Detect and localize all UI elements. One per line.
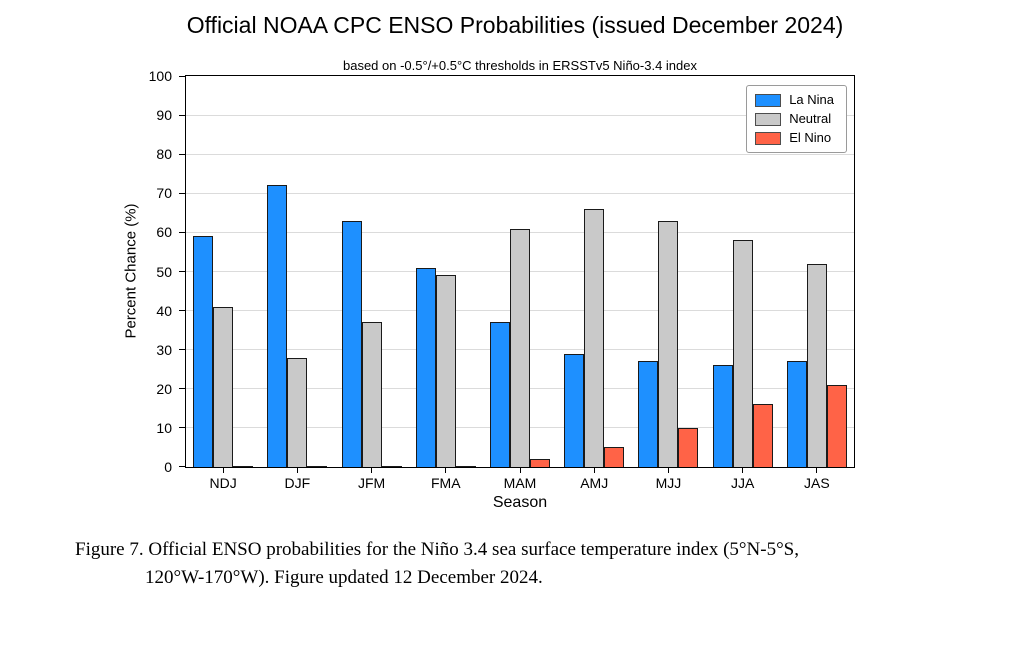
- bar-el-nino-jas: [826, 384, 847, 467]
- legend-item-la-nina: La Nina: [755, 93, 834, 107]
- x-axis-label: Season: [492, 494, 548, 511]
- x-tick-labels: NDJ DJF JFM FMA MAM AMJ MJJ JJA JAS: [186, 475, 854, 493]
- y-tick-mark-30: [179, 349, 185, 351]
- x-tick-label-jfm: JFM: [357, 475, 386, 491]
- bar-neutral-amj: [584, 208, 605, 467]
- y-tick-labels: 0 10 20 30 40 50 60 70 80 90 100: [0, 68, 178, 475]
- caption-line-1: Figure 7. Official ENSO probabilities fo…: [75, 539, 799, 560]
- y-tick-mark-70: [179, 192, 185, 194]
- bar-la-nina-amj: [564, 353, 585, 467]
- y-tick-label-40: 40: [156, 302, 172, 319]
- bar-neutral-fma: [435, 275, 456, 467]
- x-tick-label-mam: MAM: [503, 475, 537, 491]
- y-tick-mark-60: [179, 231, 185, 233]
- bar-el-nino-jfm: [381, 465, 402, 467]
- x-tick-mark-jas: [816, 468, 818, 473]
- x-tick-label-amj: AMJ: [580, 475, 609, 491]
- bar-la-nina-mam: [490, 322, 510, 467]
- bar-la-nina-jas: [786, 361, 807, 467]
- y-tick-marks: [179, 75, 185, 467]
- y-tick-label-30: 30: [156, 341, 172, 358]
- legend: La Nina Neutral El Nino: [746, 85, 847, 153]
- bar-el-nino-mjj: [678, 427, 699, 467]
- y-tick-label-0: 0: [164, 459, 172, 475]
- plot-area: La Nina Neutral El Nino: [185, 75, 855, 468]
- x-tick-label-ndj: NDJ: [209, 475, 237, 491]
- x-tick-marks: [186, 468, 854, 474]
- legend-item-el-nino: El Nino: [755, 131, 834, 145]
- bars-layer: [186, 76, 854, 467]
- gridline-90: [186, 114, 854, 116]
- bar-la-nina-jfm: [341, 220, 362, 467]
- x-tick-label-fma: FMA: [430, 475, 461, 491]
- x-tick-mark-mam: [519, 468, 521, 473]
- bar-el-nino-mam: [530, 459, 550, 467]
- y-tick-label-90: 90: [156, 107, 172, 124]
- figure-caption: Figure 7. Official ENSO probabilities fo…: [75, 536, 975, 592]
- bar-la-nina-fma: [415, 267, 436, 467]
- x-tick-mark-jfm: [371, 468, 373, 473]
- bar-la-nina-jja: [712, 365, 733, 467]
- bar-la-nina-mjj: [638, 361, 659, 467]
- x-tick-label-jas: JAS: [804, 475, 830, 491]
- y-tick-label-20: 20: [156, 380, 172, 397]
- chart-title: Official NOAA CPC ENSO Probabilities (is…: [186, 12, 844, 38]
- bar-el-nino-fma: [455, 465, 476, 467]
- bar-neutral-ndj: [213, 306, 234, 467]
- y-tick-mark-100: [179, 75, 185, 77]
- x-tick-mark-djf: [296, 468, 298, 473]
- y-tick-label-50: 50: [156, 263, 172, 280]
- x-tick-mark-fma: [445, 468, 447, 473]
- x-tick-mark-jja: [742, 468, 744, 473]
- y-tick-mark-80: [179, 153, 185, 155]
- y-tick-label-70: 70: [156, 185, 172, 202]
- bar-neutral-jja: [732, 240, 753, 467]
- y-tick-mark-40: [179, 310, 185, 312]
- y-tick-label-60: 60: [156, 224, 172, 241]
- bar-la-nina-djf: [267, 185, 288, 467]
- y-tick-mark-0: [179, 466, 185, 467]
- bar-neutral-jfm: [361, 322, 382, 467]
- y-tick-label-10: 10: [156, 419, 172, 436]
- x-tick-label-mjj: MJJ: [655, 475, 682, 491]
- legend-swatch-la-nina: [755, 93, 782, 107]
- bar-neutral-mjj: [658, 220, 679, 467]
- y-tick-mark-90: [179, 114, 185, 116]
- chart-subtitle: based on -0.5°/+0.5°C thresholds in ERSS…: [342, 58, 697, 73]
- gridline-80: [186, 153, 854, 155]
- legend-label-el-nino: El Nino: [789, 130, 832, 145]
- x-tick-mark-ndj: [222, 468, 224, 473]
- bar-la-nina-ndj: [193, 236, 214, 467]
- legend-swatch-neutral: [755, 112, 782, 126]
- y-tick-mark-20: [179, 388, 185, 390]
- x-tick-mark-amj: [593, 468, 595, 473]
- legend-label-la-nina: La Nina: [789, 92, 834, 107]
- x-tick-label-jja: JJA: [730, 475, 755, 491]
- gridline-70: [186, 192, 854, 194]
- bar-el-nino-amj: [604, 447, 625, 467]
- legend-swatch-el-nino: [755, 131, 782, 145]
- bar-neutral-djf: [287, 357, 308, 467]
- y-tick-label-100: 100: [148, 68, 172, 84]
- bar-el-nino-ndj: [233, 465, 254, 467]
- x-tick-mark-mjj: [667, 468, 669, 473]
- bar-neutral-jas: [806, 263, 827, 467]
- bar-el-nino-jja: [752, 404, 773, 467]
- y-tick-label-80: 80: [156, 146, 172, 163]
- legend-label-neutral: Neutral: [789, 111, 832, 126]
- y-tick-mark-50: [179, 271, 185, 272]
- caption-line-2: 120°W-170°W). Figure updated 12 December…: [145, 567, 543, 588]
- x-tick-label-djf: DJF: [284, 475, 311, 491]
- bar-el-nino-djf: [307, 465, 328, 467]
- legend-item-neutral: Neutral: [755, 112, 834, 126]
- y-tick-mark-10: [179, 427, 185, 429]
- bar-neutral-mam: [510, 228, 530, 467]
